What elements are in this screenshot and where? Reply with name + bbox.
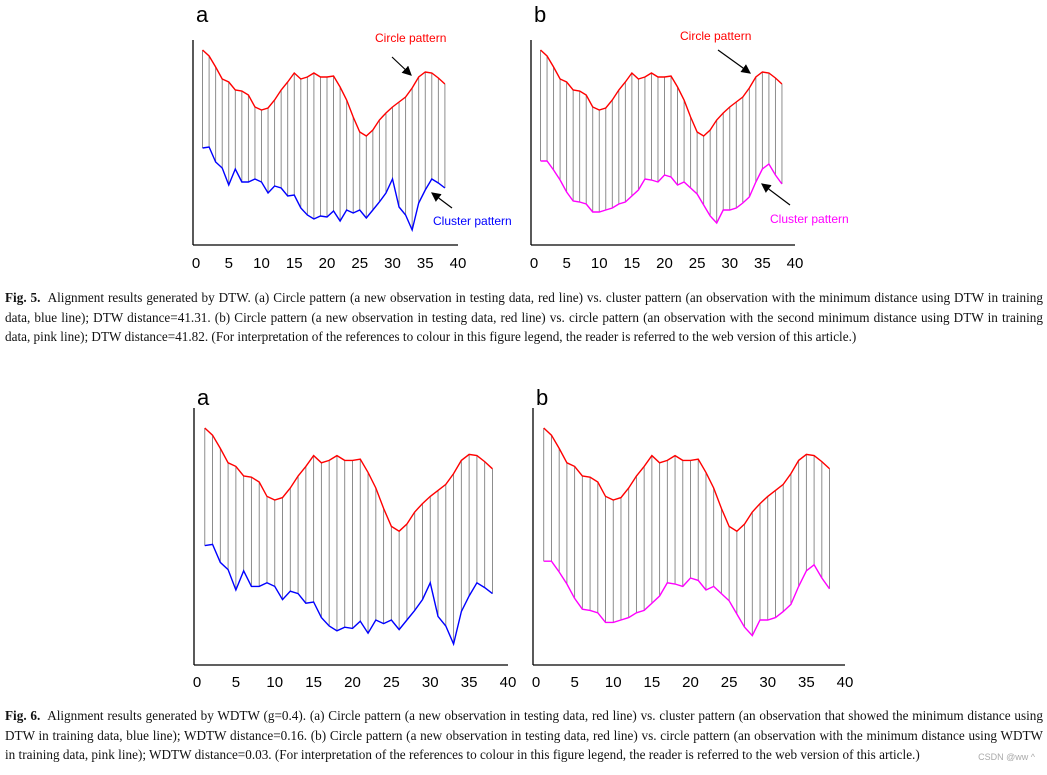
x-tick-label: 20: [319, 255, 336, 272]
annotation-label: Cluster pattern: [433, 214, 512, 228]
x-tick-label: 25: [721, 674, 738, 691]
circle-pattern-line: [543, 427, 831, 533]
circle-pattern-line: [204, 427, 493, 533]
cluster-pattern-line: [204, 543, 493, 647]
fig5-caption-label: Fig. 5.: [5, 290, 41, 305]
chart-panel-1: 0 5 10 15 20 25 30 35 40 b Circle pattern Cluster p…: [530, 2, 849, 272]
panel-label: a: [197, 385, 210, 410]
circle-pattern-line: [202, 49, 446, 137]
x-tick-label: 5: [232, 674, 240, 691]
x-tick-label: 20: [682, 674, 699, 691]
x-tick-label: 10: [591, 255, 608, 272]
annotation-arrow: [761, 183, 791, 206]
x-tick-label: 15: [644, 674, 661, 691]
x-tick-label: 15: [286, 255, 303, 272]
annotation-label: Circle pattern: [375, 31, 446, 45]
x-tick-label: 30: [759, 674, 776, 691]
fig6-caption-label: Fig. 6.: [5, 708, 41, 723]
x-tick-label: 5: [570, 674, 578, 691]
annotation-arrow: [391, 56, 412, 76]
x-tick-label: 0: [192, 255, 200, 272]
chart-panel-3: 0 5 10 15 20 25 30 35 40 b: [532, 385, 854, 691]
x-tick-label: 25: [689, 255, 706, 272]
x-tick-label: 30: [721, 255, 738, 272]
annotation-label: Circle pattern: [680, 29, 751, 43]
annotation-arrow: [431, 192, 453, 209]
x-tick-label: 20: [656, 255, 673, 272]
x-tick-label: 40: [837, 674, 854, 691]
x-tick-label: 35: [417, 255, 434, 272]
annotation-arrow: [717, 49, 751, 74]
x-tick-label: 10: [266, 674, 283, 691]
panel-label: b: [536, 385, 548, 410]
cluster-pattern-line: [202, 146, 446, 233]
fig5-caption-text: Alignment results generated by DTW. (a) …: [5, 290, 1043, 344]
x-tick-label: 25: [383, 674, 400, 691]
fig5-caption: Fig. 5. Alignment results generated by D…: [5, 288, 1043, 347]
x-tick-label: 0: [532, 674, 540, 691]
x-tick-label: 15: [624, 255, 641, 272]
chart-panel-0: 0 5 10 15 20 25 30 35 40 a Circle pattern Cluster p…: [192, 2, 512, 272]
x-tick-label: 15: [305, 674, 322, 691]
panel-label: a: [196, 2, 209, 27]
x-tick-label: 5: [562, 255, 570, 272]
x-tick-label: 35: [461, 674, 478, 691]
watermark: CSDN @ww ^: [978, 752, 1035, 762]
x-tick-label: 25: [351, 255, 368, 272]
x-tick-label: 20: [344, 674, 361, 691]
x-tick-label: 0: [193, 674, 201, 691]
circle-pattern-line: [540, 49, 783, 137]
x-tick-label: 35: [754, 255, 771, 272]
panel-label: b: [534, 2, 546, 27]
x-tick-label: 0: [530, 255, 538, 272]
cluster-pattern-line: [540, 160, 783, 225]
chart-panel-2: 0 5 10 15 20 25 30 35 40 a: [193, 385, 517, 691]
cluster-pattern-line: [543, 560, 831, 637]
fig6-caption-text: Alignment results generated by WDTW (g=0…: [5, 708, 1043, 762]
x-tick-label: 5: [225, 255, 233, 272]
x-tick-label: 10: [605, 674, 622, 691]
x-tick-label: 40: [450, 255, 467, 272]
x-tick-label: 40: [787, 255, 804, 272]
fig6-caption: Fig. 6. Alignment results generated by W…: [5, 706, 1043, 765]
annotation-label: Cluster pattern: [770, 212, 849, 226]
x-tick-label: 40: [500, 674, 517, 691]
x-tick-label: 30: [422, 674, 439, 691]
x-tick-label: 35: [798, 674, 815, 691]
x-tick-label: 30: [384, 255, 401, 272]
x-tick-label: 10: [253, 255, 270, 272]
